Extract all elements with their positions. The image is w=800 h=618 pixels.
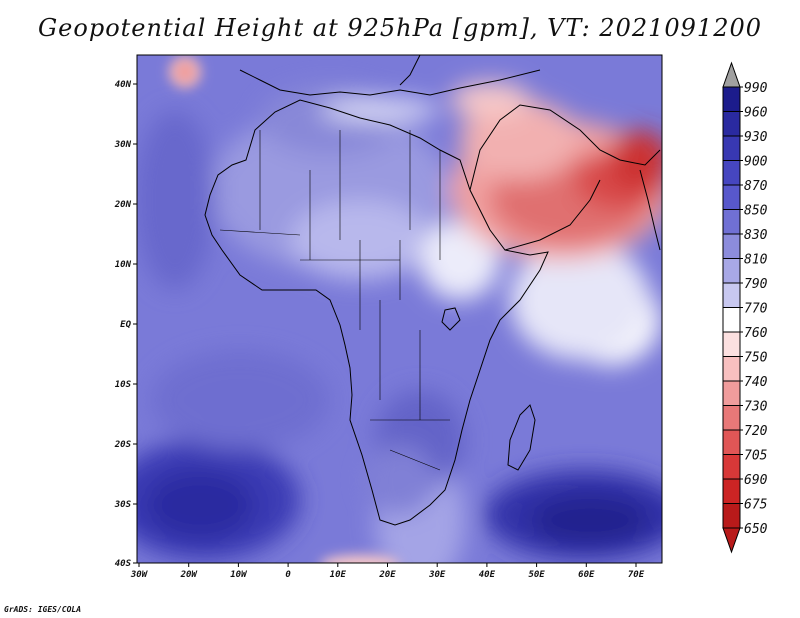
country-borders [219, 130, 450, 471]
colorbar-swatch [722, 184, 741, 210]
colorbar-label: 870 [744, 179, 768, 194]
colorbar-swatch [722, 331, 741, 357]
colorbar-label: 720 [744, 424, 768, 439]
india-coast [639, 169, 661, 251]
longitude-axis: 30W 20W 10W 0 10E 20E 30E 40E 50E 60E 70E [130, 563, 645, 580]
colorbar-swatch [722, 356, 741, 382]
lat-tick-label: 20S [114, 440, 132, 450]
colorbar-label: 790 [744, 277, 768, 292]
colorbar-swatch [722, 282, 741, 308]
colorbar-label: 810 [744, 253, 768, 268]
lake-victoria [441, 307, 461, 331]
lon-tick-label: 30W [130, 570, 149, 580]
colorbar-swatch [722, 478, 741, 504]
arabia-coast [469, 104, 661, 251]
map-frame [136, 54, 663, 564]
colorbar-label: 960 [744, 106, 768, 121]
lon-tick-label: 30E [428, 570, 446, 580]
map-title: Geopotential Height at 925hPa [gpm], VT:… [38, 14, 762, 42]
colorbar-label: 830 [744, 228, 768, 243]
colorbar-label: 900 [744, 155, 768, 170]
madagascar [507, 404, 536, 471]
europe-coast [239, 55, 541, 96]
lon-tick-label: 20W [180, 570, 199, 580]
lat-tick-label: 20N [114, 200, 132, 210]
colorbar-label: 675 [744, 498, 768, 513]
colorbar-swatch [722, 160, 741, 186]
colorbar-swatch [722, 307, 741, 333]
colorbar-swatch [722, 380, 741, 406]
lat-tick-label: EQ [120, 320, 131, 330]
colorbar-label: 740 [744, 375, 768, 390]
lon-tick-label: 50E [528, 570, 545, 580]
colorbar-label: 750 [744, 351, 768, 366]
lon-tick-label: 20E [378, 570, 396, 580]
lat-tick-label: 40N [115, 80, 132, 90]
colorbar-label: 770 [744, 302, 768, 317]
colorbar-swatch [722, 111, 741, 137]
lon-tick-label: 10E [330, 570, 347, 580]
colorbar-label: 730 [744, 400, 768, 415]
colorbar-swatch [722, 405, 741, 431]
lon-tick-label: 60E [578, 570, 595, 580]
lon-tick-label: 70E [628, 570, 645, 580]
colorbar-label: 690 [744, 473, 768, 488]
colorbar-swatch [722, 86, 741, 112]
lat-tick-label: 40S [115, 559, 132, 569]
colorbar-label: 990 [744, 81, 768, 96]
colorbar-label: 705 [744, 449, 768, 464]
coastlines [204, 55, 661, 526]
credit-label: GrADS: IGES/COLA [4, 605, 81, 614]
colorbar-swatch [722, 454, 741, 480]
lon-tick-label: 10W [230, 570, 248, 580]
lat-tick-label: 30S [114, 500, 132, 510]
colorbar-label: 760 [744, 326, 768, 341]
colorbar-swatch [722, 258, 741, 284]
colorbar-swatch [722, 503, 741, 529]
colorbar-swatch [722, 233, 741, 259]
southern-low [320, 555, 400, 563]
lat-tick-label: 30N [114, 140, 132, 150]
lon-tick-label: 0 [285, 570, 291, 580]
colorbar-swatch [722, 209, 741, 235]
colorbar-label: 850 [744, 204, 768, 219]
lat-tick-label: 10S [115, 380, 132, 390]
lon-tick-label: 40E [479, 570, 496, 580]
colorbar-label: 930 [744, 130, 768, 145]
height-field [137, 55, 662, 563]
africa-coast [204, 99, 549, 526]
colorbar-swatch [722, 135, 741, 161]
latitude-axis: 40N 30N 20N 10N EQ 10S 20S 30S 40S [114, 80, 137, 569]
colorbar-top-arrow [722, 61, 741, 88]
colorbar: 990 960 930 900 870 850 830 810 790 770 760 750 740 7… [722, 61, 768, 554]
colorbar-swatch [722, 429, 741, 455]
colorbar-label: 650 [744, 522, 768, 537]
lat-tick-label: 10N [115, 260, 132, 270]
colorbar-bottom-arrow [722, 527, 741, 554]
